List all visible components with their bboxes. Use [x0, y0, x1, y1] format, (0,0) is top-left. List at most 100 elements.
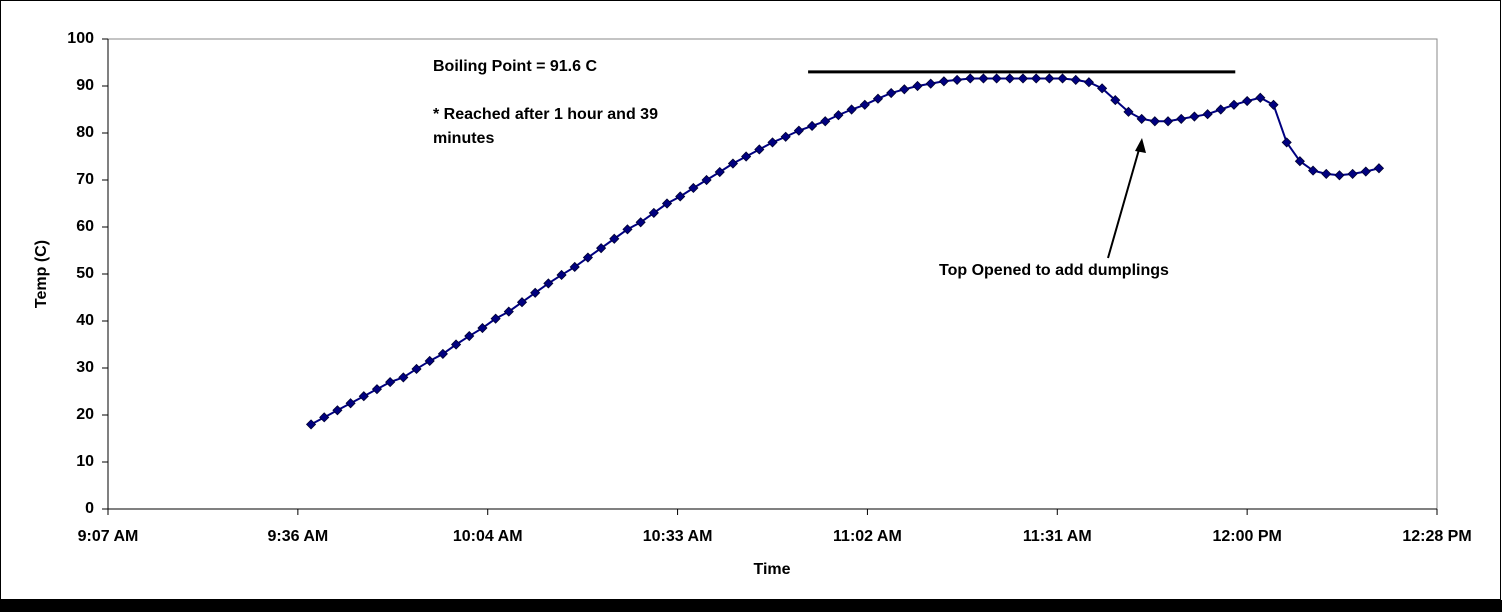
- y-tick-label: 50: [76, 265, 94, 282]
- marker: [305, 419, 317, 430]
- marker: [1176, 113, 1187, 124]
- y-axis-label: Temp (C): [33, 240, 50, 308]
- marker: [490, 313, 501, 324]
- marker: [1136, 113, 1147, 124]
- marker: [1228, 99, 1240, 110]
- marker: [319, 412, 330, 423]
- marker: [332, 405, 343, 416]
- marker: [477, 322, 488, 334]
- marker: [1268, 99, 1279, 110]
- marker: [820, 116, 831, 127]
- marker: [437, 348, 448, 359]
- y-tick-label: 90: [76, 77, 94, 94]
- x-tick-label: 11:02 AM: [833, 528, 902, 545]
- marker: [1017, 73, 1029, 84]
- marker: [767, 137, 778, 148]
- marker: [1189, 111, 1200, 122]
- marker: [543, 278, 554, 289]
- marker: [582, 252, 593, 263]
- marker: [1004, 73, 1015, 84]
- marker: [1031, 73, 1042, 84]
- marker: [952, 74, 963, 85]
- arrow-head: [1135, 138, 1146, 153]
- marker: [661, 198, 673, 209]
- marker: [609, 233, 620, 244]
- marker: [596, 243, 607, 254]
- x-tick-label: 12:28 PM: [1402, 528, 1471, 545]
- marker: [635, 217, 646, 228]
- marker: [1083, 77, 1094, 88]
- marker: [411, 363, 422, 375]
- marker: [1294, 156, 1305, 167]
- marker: [780, 131, 791, 142]
- marker: [648, 207, 659, 218]
- marker: [556, 269, 567, 281]
- y-tick-label: 70: [76, 171, 94, 188]
- marker: [925, 78, 936, 89]
- marker: [622, 224, 633, 235]
- marker: [1070, 74, 1081, 85]
- marker: [1149, 116, 1160, 127]
- marker: [424, 355, 435, 367]
- x-tick-label: 10:04 AM: [453, 528, 523, 545]
- marker: [1242, 95, 1253, 107]
- marker: [451, 339, 462, 350]
- marker: [754, 144, 765, 155]
- marker: [358, 391, 369, 402]
- annotation-arrow: [1107, 145, 1141, 259]
- marker: [569, 261, 580, 273]
- marker: [1334, 170, 1345, 181]
- marker: [991, 73, 1002, 84]
- y-tick-label: 0: [85, 500, 94, 517]
- plot-area: [107, 38, 1438, 510]
- y-tick-label: 30: [76, 359, 94, 376]
- x-tick-label: 9:36 AM: [267, 528, 328, 545]
- marker: [978, 73, 989, 84]
- marker: [741, 151, 752, 162]
- marker: [1281, 137, 1292, 148]
- marker: [727, 158, 739, 169]
- marker: [385, 377, 396, 388]
- marker: [1321, 168, 1332, 179]
- marker: [714, 166, 725, 178]
- annotation: Boiling Point = 91.6 C: [433, 58, 598, 75]
- annotation: * Reached after 1 hour and 39 minutes: [433, 106, 658, 147]
- marker: [1057, 73, 1068, 84]
- marker: [1044, 73, 1055, 84]
- marker: [899, 84, 910, 95]
- marker: [938, 76, 949, 87]
- marker: [886, 87, 897, 99]
- marker: [1360, 166, 1371, 177]
- y-tick-label: 20: [76, 406, 94, 423]
- marker: [1347, 168, 1358, 179]
- marker: [872, 93, 884, 104]
- marker: [345, 398, 356, 409]
- marker: [1202, 109, 1213, 120]
- marker: [1097, 83, 1108, 94]
- x-axis-label: Time: [753, 561, 790, 578]
- y-tick-label: 10: [76, 453, 94, 470]
- y-tick-label: 40: [76, 312, 94, 329]
- marker: [675, 191, 686, 202]
- marker: [1123, 106, 1134, 117]
- y-tick-label: 80: [76, 124, 94, 141]
- x-tick-label: 10:33 AM: [643, 528, 713, 545]
- marker: [1215, 104, 1226, 115]
- bottom-band: [0, 600, 1502, 612]
- marker: [464, 330, 475, 342]
- marker: [846, 104, 857, 115]
- marker: [833, 110, 844, 121]
- marker: [371, 384, 383, 395]
- series-line: [310, 77, 1380, 426]
- marker: [1373, 163, 1385, 174]
- marker: [701, 174, 712, 186]
- marker: [530, 287, 541, 298]
- x-tick-label: 9:07 AM: [78, 528, 139, 545]
- x-tick-label: 11:31 AM: [1023, 528, 1092, 545]
- marker: [1110, 95, 1121, 106]
- marker: [398, 372, 409, 383]
- y-tick-label: 100: [67, 30, 94, 47]
- marker: [503, 306, 514, 317]
